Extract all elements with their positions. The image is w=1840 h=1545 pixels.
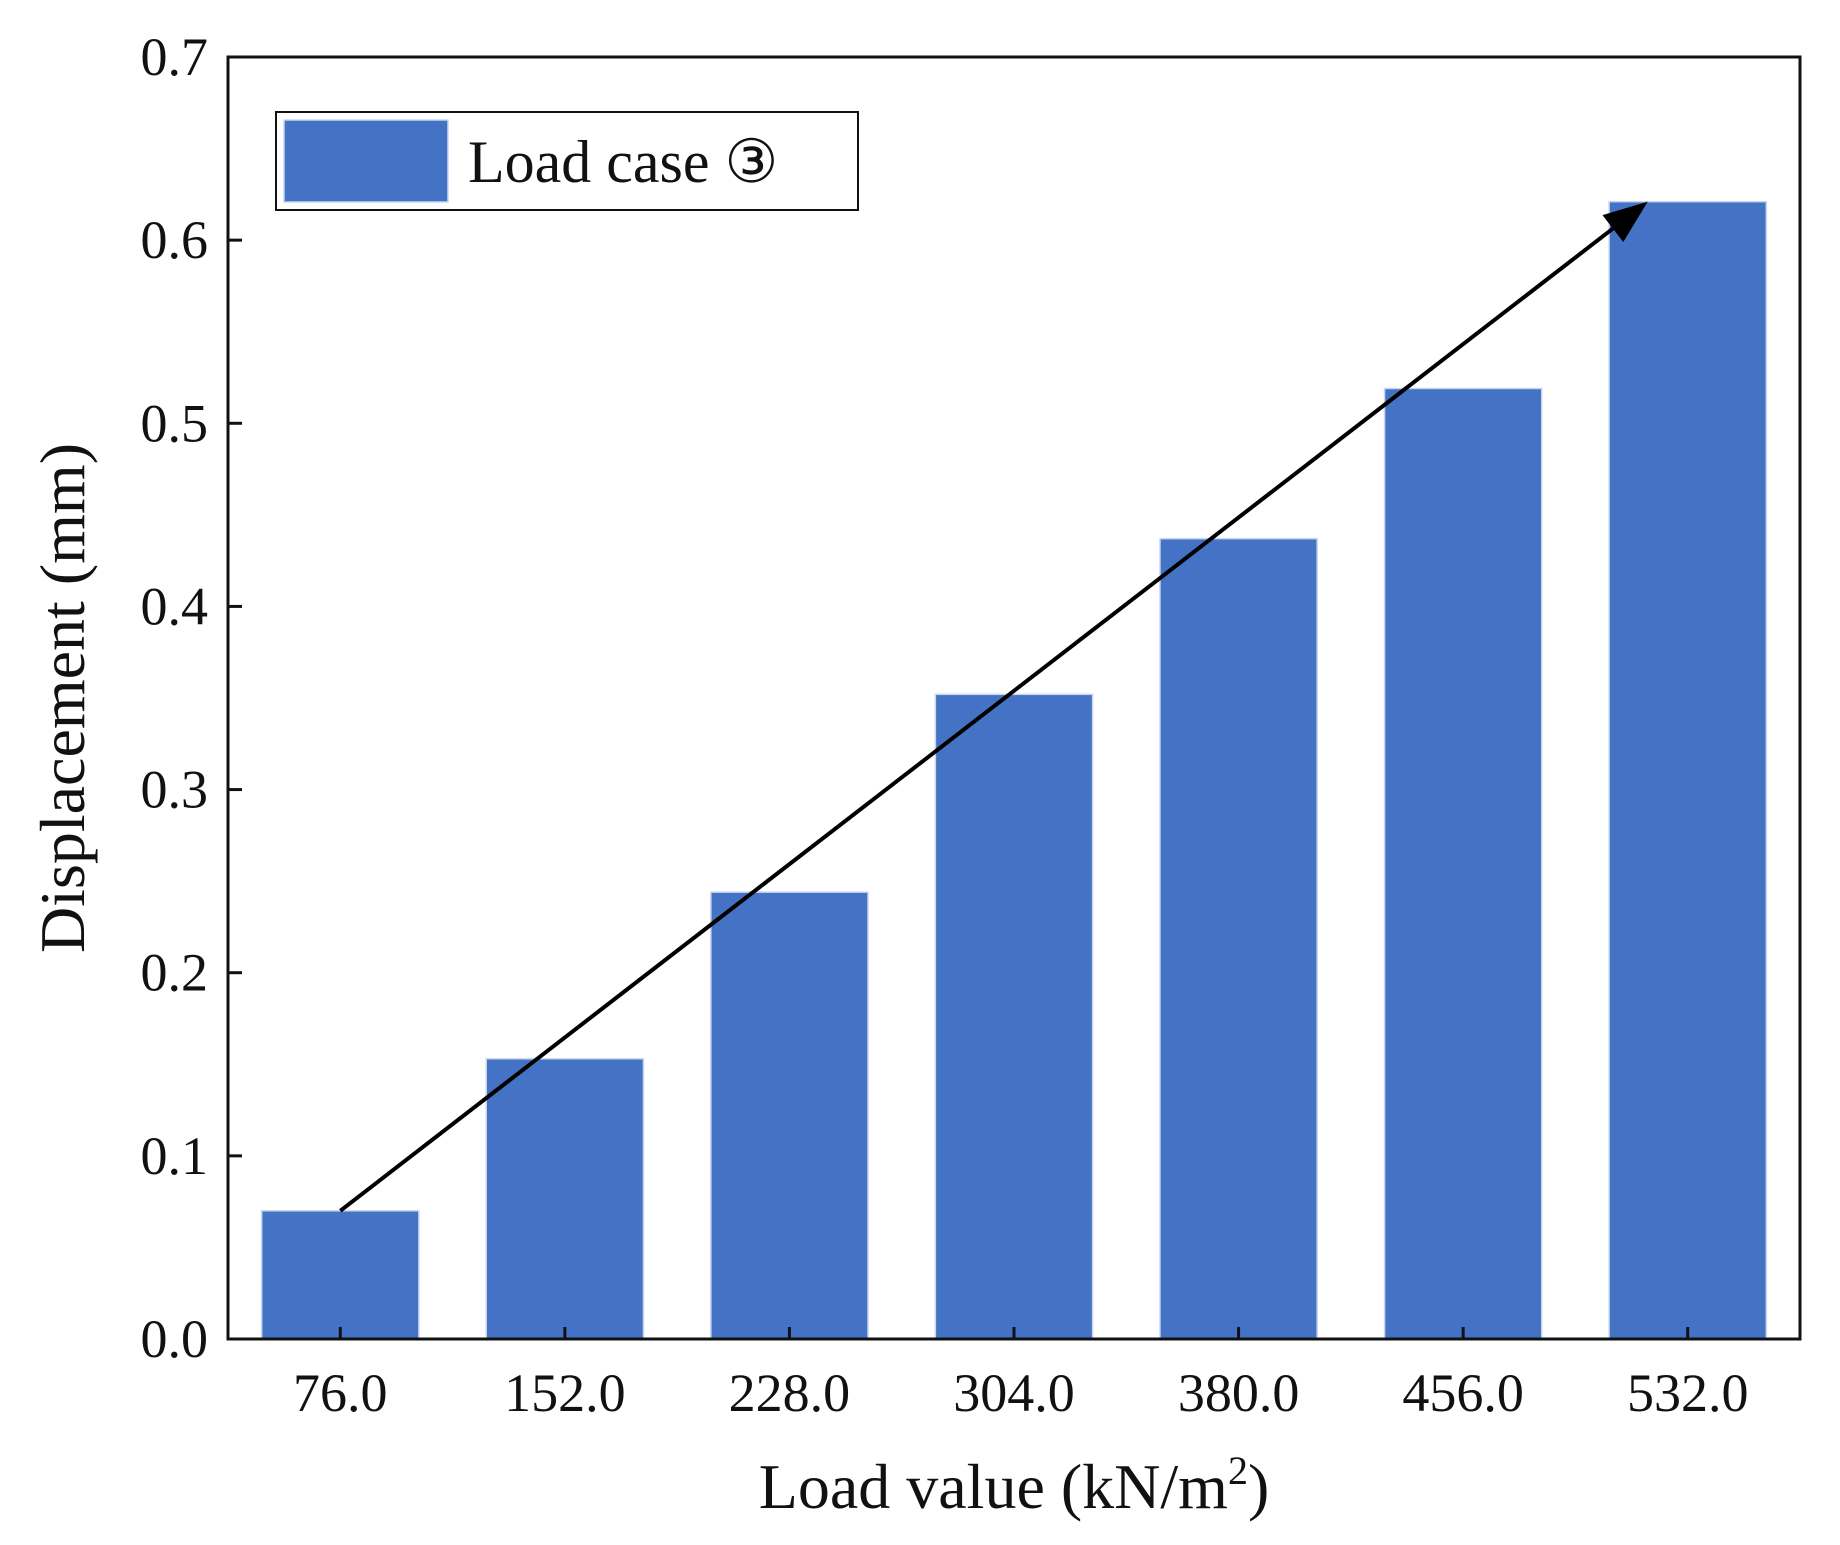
y-tick-label: 0.1 [141,1126,209,1186]
bars-group [260,200,1768,1340]
trend-arrow-group [339,201,1648,1213]
x-tick-label: 76.0 [293,1363,388,1423]
x-axis-title: Load value (kN/m2) [759,1448,1270,1522]
y-axis: 0.0 0.1 0.2 0.3 0.4 0.5 0.6 0.7 [141,27,242,1369]
bar-152.0 [485,1058,645,1340]
x-tick-label: 456.0 [1402,1363,1524,1423]
trend-arrow-head [1602,201,1648,243]
y-tick-label: 0.4 [141,576,209,636]
y-tick-label: 0.6 [141,210,209,270]
legend-swatch [283,119,449,203]
x-axis-title-superscript: 2 [1228,1448,1248,1493]
legend-label: Load case ③ [468,129,778,195]
bar-228.0 [710,891,869,1340]
y-tick-label: 0.0 [141,1309,209,1369]
bar-76.0 [260,1210,420,1340]
x-tick-label: 152.0 [504,1363,626,1423]
y-tick-label: 0.7 [141,27,209,87]
trend-arrow-line [339,226,1615,1213]
bar-532.0 [1608,200,1768,1340]
x-tick-label: 532.0 [1627,1363,1749,1423]
bar-380.0 [1159,537,1318,1340]
x-axis-title-close: ) [1248,1451,1269,1522]
y-tick-label: 0.3 [141,760,209,820]
y-tick-label: 0.5 [141,393,209,453]
bar-304.0 [934,693,1094,1340]
x-tick-label: 380.0 [1178,1363,1300,1423]
y-tick-label: 0.2 [141,943,209,1003]
y-axis-title: Displacement (mm) [27,443,98,953]
bar-456.0 [1383,387,1543,1340]
x-axis-title-main: Load value (kN/m [759,1451,1228,1522]
x-tick-label: 304.0 [953,1363,1075,1423]
x-axis: 76.0 152.0 228.0 304.0 380.0 456.0 532.0 [293,1327,1748,1423]
x-tick-label: 228.0 [729,1363,851,1423]
legend: Load case ③ [275,111,859,211]
